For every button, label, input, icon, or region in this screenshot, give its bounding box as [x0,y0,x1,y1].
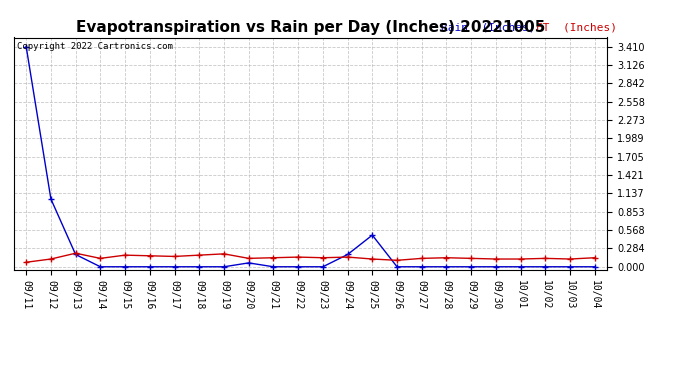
Text: Rain  (Inches): Rain (Inches) [441,23,535,33]
Title: Evapotranspiration vs Rain per Day (Inches) 20221005: Evapotranspiration vs Rain per Day (Inch… [76,20,545,35]
Text: ET  (Inches): ET (Inches) [536,23,617,33]
Text: Copyright 2022 Cartronics.com: Copyright 2022 Cartronics.com [17,42,172,51]
